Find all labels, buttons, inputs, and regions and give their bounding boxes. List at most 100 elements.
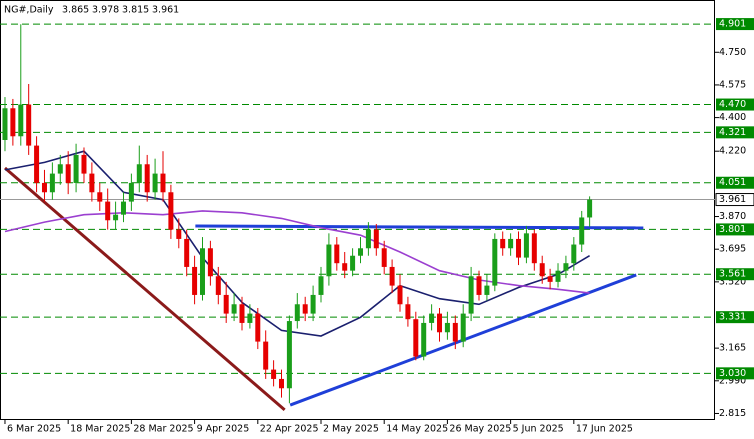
candle-body xyxy=(223,294,229,314)
y-tick-label: 3.695 xyxy=(719,244,746,255)
level-box xyxy=(716,18,754,31)
candle-body xyxy=(421,322,427,357)
level-label: 4.321 xyxy=(719,127,746,138)
candle-body xyxy=(492,238,498,286)
y-tick-label: 4.400 xyxy=(719,112,746,123)
x-tick-label: 5 Jun 2025 xyxy=(513,424,564,435)
x-tick-label: 26 May 2025 xyxy=(449,424,511,435)
candle-body xyxy=(136,164,142,183)
candle-body xyxy=(468,276,474,314)
candle-body xyxy=(547,276,553,282)
candle-body xyxy=(176,229,182,239)
candle-body xyxy=(531,233,537,264)
level-label: 3.030 xyxy=(719,368,746,379)
candle-body xyxy=(523,233,529,258)
plot-frame xyxy=(0,0,715,420)
candle-body xyxy=(381,248,387,267)
candle-body xyxy=(389,266,395,286)
y-tick-label: 4.220 xyxy=(719,146,746,157)
moving-average xyxy=(4,210,590,294)
candle-body xyxy=(231,304,237,314)
ohlc-high: 3.978 xyxy=(92,5,119,16)
candle-body xyxy=(199,248,205,295)
level-box xyxy=(716,176,754,189)
candle-body xyxy=(444,322,450,333)
candle-body xyxy=(207,248,213,277)
candle-body xyxy=(263,341,269,370)
candle-body xyxy=(57,164,63,174)
candle-body xyxy=(128,182,134,202)
x-tick-label: 22 Apr 2025 xyxy=(260,424,319,435)
candle-body xyxy=(239,304,245,323)
level-box xyxy=(716,126,754,139)
candle-body xyxy=(286,321,292,389)
candle-body xyxy=(120,201,126,215)
candle-body xyxy=(26,104,32,146)
candle-body xyxy=(271,369,277,379)
candle-body xyxy=(539,263,545,277)
candle-body xyxy=(144,164,150,193)
candle-body xyxy=(65,164,71,183)
trendline xyxy=(195,224,644,230)
candle-body xyxy=(563,263,569,271)
level-box xyxy=(716,223,754,236)
level-label: 3.561 xyxy=(719,269,746,280)
candle-body xyxy=(508,238,514,249)
candle-body xyxy=(192,266,198,295)
y-tick-label: 3.870 xyxy=(719,211,746,222)
candle-body xyxy=(41,182,47,193)
candle-body xyxy=(160,173,166,193)
candle-body xyxy=(365,229,371,249)
candle-body xyxy=(247,313,253,323)
x-tick-label: 18 Mar 2025 xyxy=(70,424,130,435)
candle-body xyxy=(294,304,300,322)
candle-body xyxy=(89,173,95,193)
x-tick-label: 6 Mar 2025 xyxy=(7,424,61,435)
candle-body xyxy=(105,201,111,221)
y-tick-label: 3.165 xyxy=(719,343,746,354)
level-label: 3.331 xyxy=(719,312,746,323)
level-box xyxy=(716,367,754,380)
level-box xyxy=(716,268,754,281)
candle-body xyxy=(97,192,103,202)
candle-body xyxy=(184,238,190,267)
candle-body xyxy=(255,313,261,342)
candle-body xyxy=(587,199,593,218)
candle-body xyxy=(373,229,379,249)
candle-body xyxy=(310,294,316,314)
candle-body xyxy=(500,238,506,249)
candle-body xyxy=(437,313,443,333)
candle-body xyxy=(152,173,158,193)
y-tick-label: 2.815 xyxy=(719,408,746,419)
chart-title: NG#,Daily xyxy=(4,5,54,16)
candle-body xyxy=(413,319,419,357)
level-box xyxy=(716,311,754,324)
candle-body xyxy=(81,154,87,174)
candle-body xyxy=(579,217,585,245)
candle-body xyxy=(2,108,8,140)
x-tick-label: 17 Jun 2025 xyxy=(576,424,633,435)
candle-body xyxy=(334,244,340,264)
x-tick-label: 28 Mar 2025 xyxy=(133,424,193,435)
candle-body xyxy=(318,276,324,295)
y-tick-label: 3.520 xyxy=(719,276,746,287)
level-label: 4.051 xyxy=(719,177,746,188)
candle-body xyxy=(397,285,403,305)
candle-body xyxy=(278,378,284,389)
y-tick-label: 4.750 xyxy=(719,47,746,58)
candle-body xyxy=(452,322,458,342)
ohlc-close: 3.961 xyxy=(152,5,179,16)
candle-body xyxy=(571,244,577,264)
candle-body xyxy=(302,304,308,314)
price-box xyxy=(715,193,754,207)
candle-body xyxy=(34,145,40,183)
moving-average xyxy=(4,150,591,337)
level-label: 3.801 xyxy=(719,224,746,235)
candle-body xyxy=(516,238,522,258)
candle-body xyxy=(358,248,364,256)
candle-body xyxy=(342,263,348,271)
level-label: 4.901 xyxy=(719,19,746,30)
level-box xyxy=(716,98,754,111)
candle-body xyxy=(476,276,482,295)
